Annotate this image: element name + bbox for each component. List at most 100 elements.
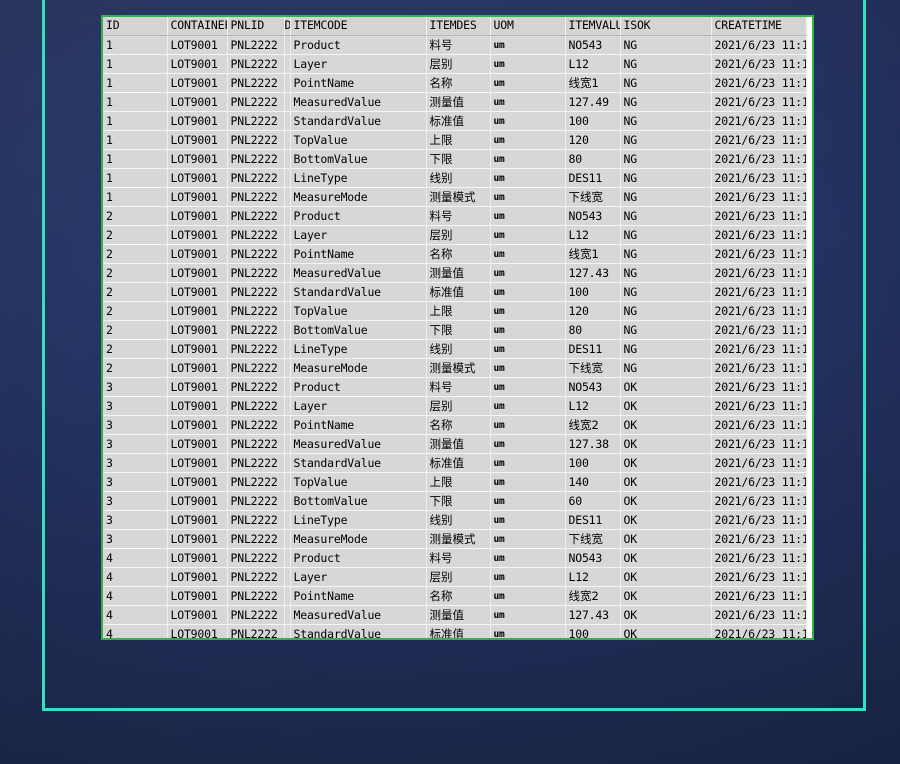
cell-createtime[interactable]: 2021/6/23 11:14 [711, 396, 807, 416]
cell-itemdes[interactable]: 线别 [426, 339, 491, 359]
table-row[interactable]: 1 LOT9001 PNL2222 Product 料号 um NO543 NG 2021/6/… [103, 35, 807, 55]
cell-itemcode[interactable]: LineType [290, 510, 427, 530]
cell-id[interactable]: 1 [103, 92, 168, 112]
cell-itemcode[interactable]: MeasuredValue [290, 263, 427, 283]
cell-itemcode[interactable]: StandardValue [290, 111, 427, 131]
cell-createtime[interactable]: 2021/6/23 11:14 [711, 510, 807, 530]
cell-itemvalue[interactable]: 127.49 [565, 92, 621, 112]
cell-createtime[interactable]: 2021/6/23 11:14 [711, 206, 807, 226]
cell-pnlid[interactable]: PNL2222 [227, 111, 285, 131]
cell-id[interactable]: 3 [103, 396, 168, 416]
data-grid-scroll-area[interactable]: IDCONTAINEFPNLIDDORSEITEMCODEITEMDESUOMI… [103, 17, 812, 638]
cell-id[interactable]: 4 [103, 567, 168, 587]
cell-uom[interactable]: um [490, 567, 566, 587]
cell-itemcode[interactable]: PointName [290, 73, 427, 93]
grid-column-header-dorse[interactable]: DORSE [284, 17, 291, 36]
cell-createtime[interactable]: 2021/6/23 11:14 [711, 35, 807, 55]
cell-dorse[interactable] [284, 453, 291, 473]
cell-isok[interactable]: OK [620, 548, 712, 568]
cell-container[interactable]: LOT9001 [167, 206, 228, 226]
cell-itemdes[interactable]: 层别 [426, 396, 491, 416]
cell-itemvalue[interactable]: L12 [565, 54, 621, 74]
cell-dorse[interactable] [284, 586, 291, 606]
cell-itemdes[interactable]: 测量模式 [426, 187, 491, 207]
cell-createtime[interactable]: 2021/6/23 11:14 [711, 320, 807, 340]
cell-itemdes[interactable]: 上限 [426, 130, 491, 150]
cell-itemdes[interactable]: 标准值 [426, 453, 491, 473]
cell-isok[interactable]: NG [620, 73, 712, 93]
cell-id[interactable]: 4 [103, 548, 168, 568]
table-row[interactable]: 1 LOT9001 PNL2222 PointName 名称 um 线宽1 NG 2021/6/… [103, 73, 807, 93]
cell-uom[interactable]: um [490, 263, 566, 283]
cell-container[interactable]: LOT9001 [167, 453, 228, 473]
cell-uom[interactable]: um [490, 605, 566, 625]
cell-dorse[interactable] [284, 54, 291, 74]
cell-isok[interactable]: NG [620, 339, 712, 359]
cell-id[interactable]: 2 [103, 358, 168, 378]
cell-container[interactable]: LOT9001 [167, 263, 228, 283]
cell-isok[interactable]: OK [620, 510, 712, 530]
cell-id[interactable]: 3 [103, 453, 168, 473]
cell-pnlid[interactable]: PNL2222 [227, 529, 285, 549]
cell-id[interactable]: 3 [103, 415, 168, 435]
cell-isok[interactable]: OK [620, 434, 712, 454]
cell-isok[interactable]: NG [620, 301, 712, 321]
cell-pnlid[interactable]: PNL2222 [227, 377, 285, 397]
cell-createtime[interactable]: 2021/6/23 11:14 [711, 529, 807, 549]
cell-itemdes[interactable]: 名称 [426, 73, 491, 93]
table-row[interactable]: 3 LOT9001 PNL2222 MeasuredValue 测量值 um 127.38 O… [103, 434, 807, 454]
cell-dorse[interactable] [284, 111, 291, 131]
cell-pnlid[interactable]: PNL2222 [227, 130, 285, 150]
table-row[interactable]: 2 LOT9001 PNL2222 StandardValue 标准值 um 100 NG 20… [103, 282, 807, 302]
cell-itemcode[interactable]: Product [290, 548, 427, 568]
cell-createtime[interactable]: 2021/6/23 11:14 [711, 605, 807, 625]
cell-id[interactable]: 2 [103, 263, 168, 283]
cell-isok[interactable]: NG [620, 111, 712, 131]
cell-container[interactable]: LOT9001 [167, 548, 228, 568]
cell-dorse[interactable] [284, 605, 291, 625]
cell-uom[interactable]: um [490, 206, 566, 226]
cell-pnlid[interactable]: PNL2222 [227, 54, 285, 74]
cell-itemvalue[interactable]: L12 [565, 567, 621, 587]
cell-container[interactable]: LOT9001 [167, 510, 228, 530]
cell-itemcode[interactable]: TopValue [290, 301, 427, 321]
cell-uom[interactable]: um [490, 54, 566, 74]
table-row[interactable]: 3 LOT9001 PNL2222 PointName 名称 um 线宽2 OK 2021/6/… [103, 415, 807, 435]
table-row[interactable]: 3 LOT9001 PNL2222 Product 料号 um NO543 OK 2021/6/… [103, 377, 807, 397]
cell-dorse[interactable] [284, 92, 291, 112]
cell-itemvalue[interactable]: 下线宽 [565, 187, 621, 207]
cell-isok[interactable]: NG [620, 225, 712, 245]
cell-container[interactable]: LOT9001 [167, 35, 228, 55]
cell-container[interactable]: LOT9001 [167, 73, 228, 93]
cell-container[interactable]: LOT9001 [167, 187, 228, 207]
cell-container[interactable]: LOT9001 [167, 149, 228, 169]
cell-uom[interactable]: um [490, 358, 566, 378]
measurement-data-grid[interactable]: IDCONTAINEFPNLIDDORSEITEMCODEITEMDESUOMI… [103, 17, 807, 638]
cell-id[interactable]: 3 [103, 472, 168, 492]
cell-container[interactable]: LOT9001 [167, 605, 228, 625]
cell-itemcode[interactable]: PointName [290, 415, 427, 435]
table-row[interactable]: 1 LOT9001 PNL2222 StandardValue 标准值 um 100 NG 20… [103, 111, 807, 131]
cell-itemvalue[interactable]: 120 [565, 130, 621, 150]
cell-itemvalue[interactable]: 下线宽 [565, 529, 621, 549]
cell-itemdes[interactable]: 料号 [426, 35, 491, 55]
cell-isok[interactable]: NG [620, 320, 712, 340]
cell-container[interactable]: LOT9001 [167, 130, 228, 150]
cell-dorse[interactable] [284, 263, 291, 283]
cell-uom[interactable]: um [490, 472, 566, 492]
cell-id[interactable]: 3 [103, 434, 168, 454]
cell-createtime[interactable]: 2021/6/23 11:14 [711, 453, 807, 473]
cell-container[interactable]: LOT9001 [167, 624, 228, 638]
cell-container[interactable]: LOT9001 [167, 111, 228, 131]
cell-pnlid[interactable]: PNL2222 [227, 453, 285, 473]
cell-itemvalue[interactable]: 80 [565, 320, 621, 340]
cell-pnlid[interactable]: PNL2222 [227, 491, 285, 511]
cell-itemdes[interactable]: 下限 [426, 149, 491, 169]
cell-isok[interactable]: NG [620, 54, 712, 74]
cell-id[interactable]: 4 [103, 586, 168, 606]
cell-isok[interactable]: NG [620, 92, 712, 112]
cell-itemvalue[interactable]: 100 [565, 111, 621, 131]
cell-container[interactable]: LOT9001 [167, 54, 228, 74]
cell-itemcode[interactable]: MeasuredValue [290, 92, 427, 112]
cell-dorse[interactable] [284, 244, 291, 264]
